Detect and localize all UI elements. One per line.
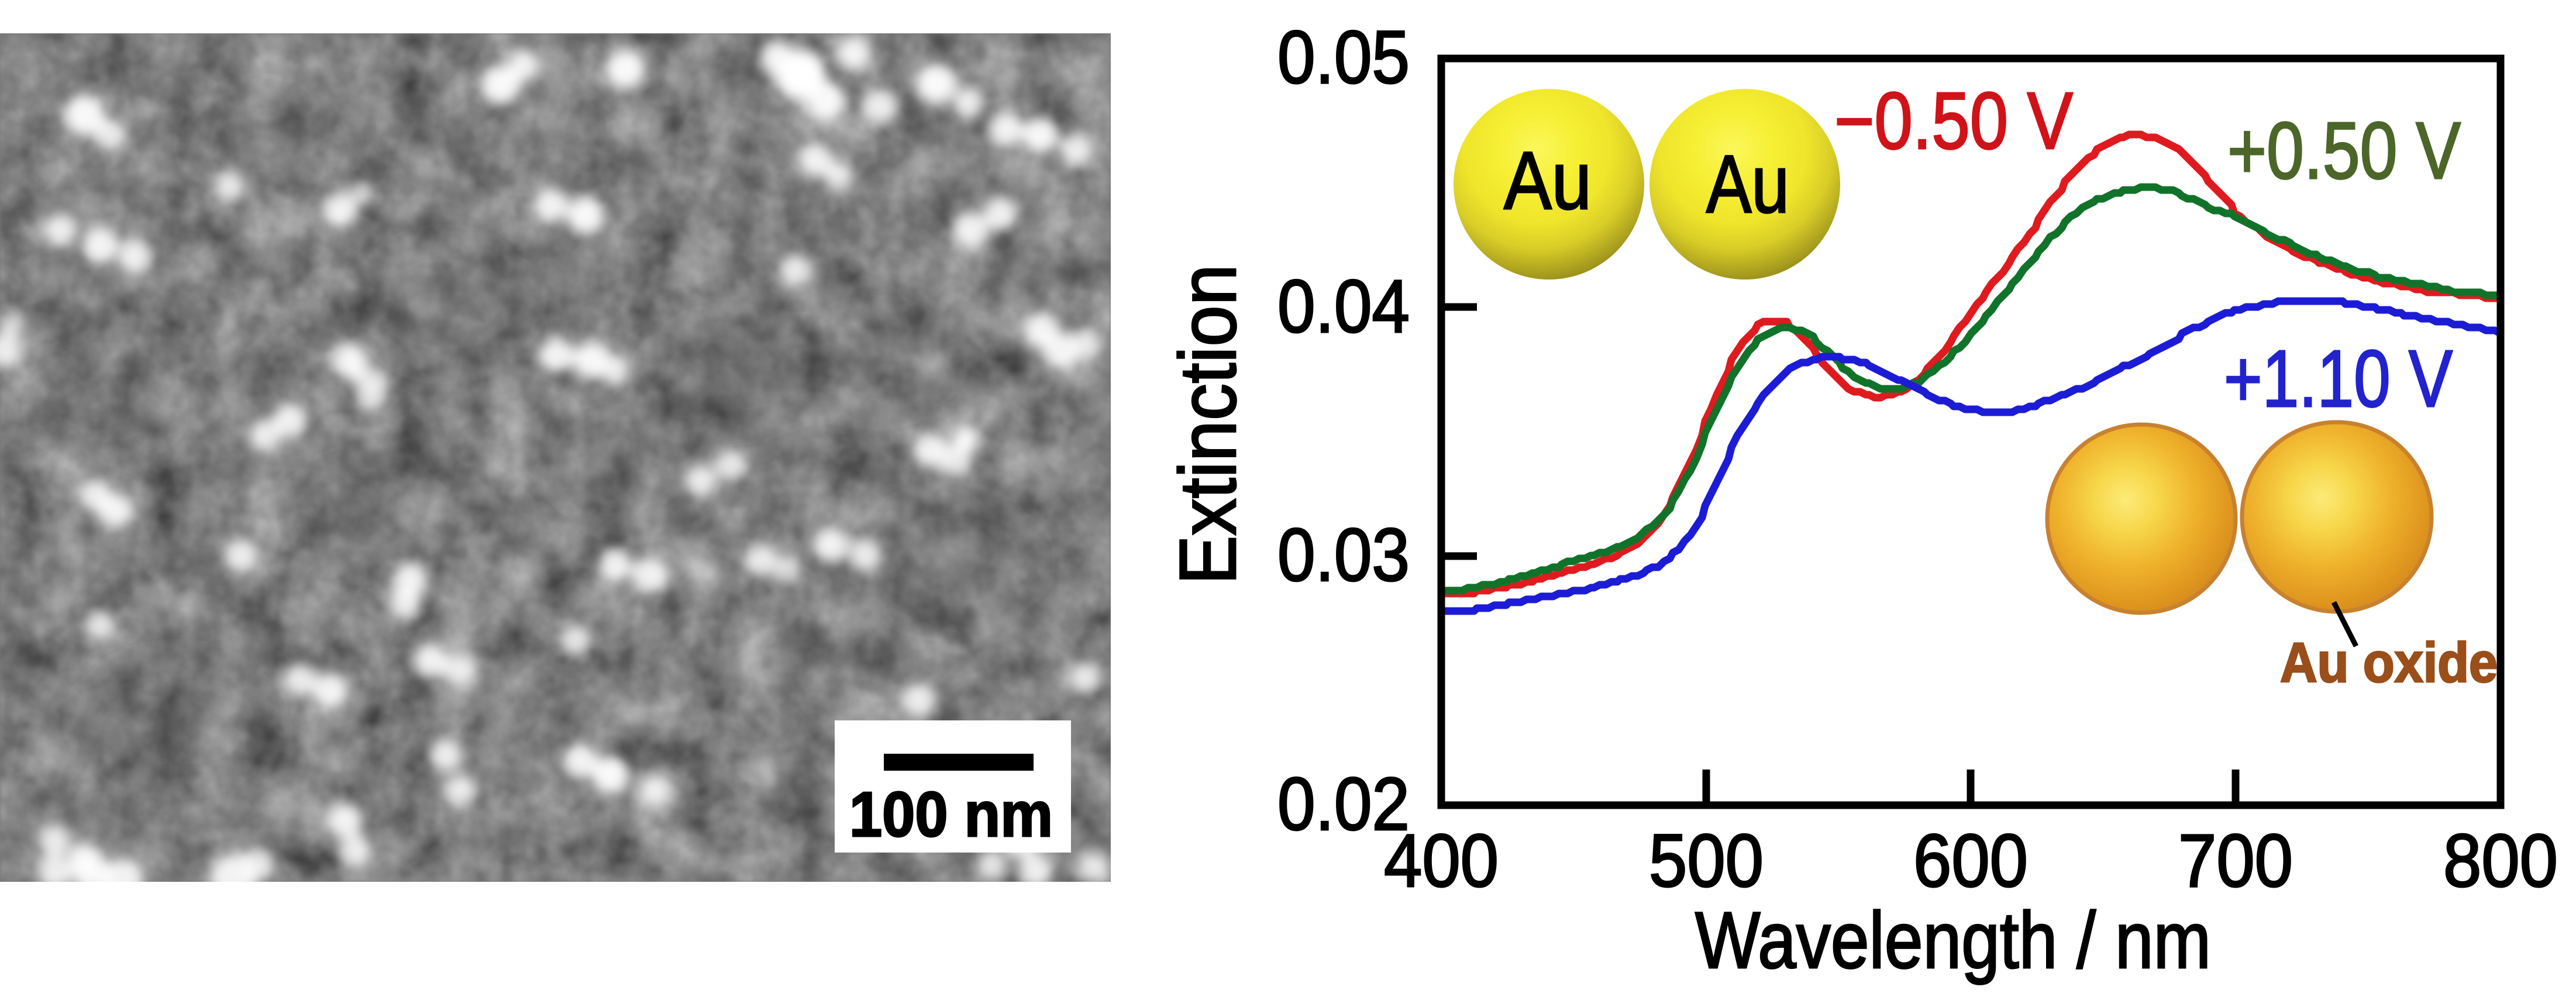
- svg-text:0.05: 0.05: [1277, 16, 1410, 99]
- svg-text:400: 400: [1384, 819, 1499, 903]
- svg-text:−0.50 V: −0.50 V: [1834, 76, 2073, 166]
- svg-text:700: 700: [2178, 819, 2293, 903]
- svg-text:Wavelength / nm: Wavelength / nm: [1695, 896, 2211, 985]
- svg-text:600: 600: [1913, 819, 2028, 903]
- svg-text:Au: Au: [1706, 138, 1789, 230]
- svg-text:Au oxide: Au oxide: [2280, 632, 2498, 694]
- svg-text:Extinction: Extinction: [1163, 264, 1253, 585]
- svg-text:800: 800: [2443, 819, 2558, 903]
- svg-text:0.03: 0.03: [1277, 513, 1410, 597]
- svg-text:0.04: 0.04: [1277, 265, 1410, 349]
- svg-text:+0.50 V: +0.50 V: [2227, 106, 2461, 196]
- svg-text:500: 500: [1649, 819, 1764, 903]
- svg-text:Au: Au: [1504, 134, 1592, 226]
- svg-text:0.02: 0.02: [1277, 763, 1410, 846]
- svg-text:+1.10 V: +1.10 V: [2224, 334, 2453, 424]
- svg-text:100 nm: 100 nm: [849, 779, 1053, 850]
